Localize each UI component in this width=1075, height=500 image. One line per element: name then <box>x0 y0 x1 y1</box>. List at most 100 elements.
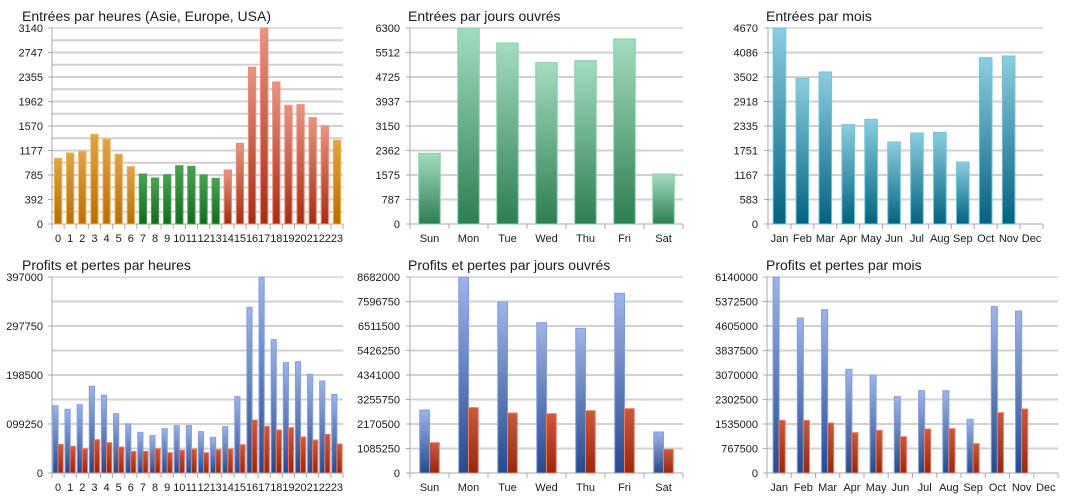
bar-9 <box>163 174 172 225</box>
y-tick-label: 2362 <box>376 146 400 158</box>
bar-profits-jun <box>893 396 901 474</box>
y-tick-label: 198500 <box>6 370 43 382</box>
bar-mar <box>818 71 833 225</box>
bar-profits-13 <box>210 436 217 474</box>
bar-14 <box>223 169 232 225</box>
x-tick-label: 17 <box>258 482 270 494</box>
x-tick-label: Tue <box>498 233 517 245</box>
x-tick-label: Mon <box>458 233 479 245</box>
x-tick-label: Sat <box>655 233 672 245</box>
bar-pertes-fri <box>624 408 635 474</box>
bar-mon <box>457 27 480 225</box>
bar-nov <box>1001 55 1016 225</box>
bar-profits-sun <box>419 409 430 474</box>
bar-13 <box>211 177 220 225</box>
bar-profits-oct <box>990 306 998 474</box>
bar-pertes-oct <box>996 412 1004 474</box>
y-tick-label: 3140 <box>19 23 43 35</box>
bar-pertes-nov <box>1021 408 1029 474</box>
x-tick-label: 13 <box>210 233 222 245</box>
y-tick-label: 1751 <box>734 146 758 158</box>
bar-profits-sep <box>966 418 974 474</box>
bar-profits-wed <box>536 322 547 474</box>
bar-pertes-6 <box>130 450 137 474</box>
x-tick-label: 21 <box>307 482 319 494</box>
y-tick-label: 2302500 <box>715 395 758 407</box>
y-tick-label: 1085250 <box>357 444 400 456</box>
x-tick-label: Oct <box>989 482 1006 494</box>
bar-profits-12 <box>197 431 205 474</box>
bar-pertes-16 <box>251 419 258 474</box>
y-tick-label: 4341000 <box>357 370 400 382</box>
chart-title: Entrées par jours ouvrés <box>408 8 561 24</box>
y-tick-label: 1535000 <box>715 419 758 431</box>
chart-title: Profits et pertes par jours ouvrés <box>408 257 610 273</box>
y-tick-label: 4605000 <box>715 321 758 333</box>
bar-profits-may <box>869 375 877 474</box>
bar-pertes-sat <box>663 448 674 474</box>
x-tick-label: May <box>861 233 882 245</box>
bar-17 <box>260 27 269 225</box>
bar-pertes-13 <box>215 449 222 474</box>
x-tick-label: 3 <box>91 482 97 494</box>
x-tick-label: Dec <box>1036 482 1056 494</box>
bar-profits-14 <box>222 426 229 474</box>
bar-profits-18 <box>270 339 277 474</box>
x-tick-label: 17 <box>258 233 270 245</box>
bar-profits-23 <box>331 393 338 474</box>
x-tick-label: 14 <box>222 233 234 245</box>
bar-pertes-1 <box>69 445 76 474</box>
x-tick-label: Apr <box>840 233 857 245</box>
bar-profits-6 <box>125 423 132 474</box>
bar-profits-19 <box>282 362 289 474</box>
y-tick-label: 2335 <box>734 121 758 133</box>
bar-wed <box>535 62 558 225</box>
y-tick-label: 0 <box>394 219 400 231</box>
x-tick-label: 22 <box>319 233 331 245</box>
bar-pertes-7 <box>142 450 149 474</box>
x-tick-label: 6 <box>128 233 134 245</box>
bar-profits-nov <box>1015 310 1023 474</box>
bar-pertes-feb <box>802 419 810 474</box>
x-tick-label: 5 <box>116 233 122 245</box>
x-tick-label: 14 <box>222 482 234 494</box>
y-tick-label: 7596750 <box>357 297 400 309</box>
y-tick-label: 3070000 <box>715 370 758 382</box>
bar-0 <box>53 157 63 225</box>
x-tick-label: Fri <box>618 482 631 494</box>
bar-pertes-0 <box>57 443 64 474</box>
y-tick-label: 2355 <box>19 72 43 84</box>
x-tick-label: 6 <box>128 482 134 494</box>
x-tick-label: Sat <box>655 482 672 494</box>
bar-pertes-aug <box>948 428 956 474</box>
bar-pertes-jun <box>899 436 907 474</box>
bar-pertes-3 <box>93 439 101 474</box>
bar-19 <box>284 104 293 225</box>
bar-pertes-8 <box>154 448 161 474</box>
bar-profits-2 <box>76 404 83 474</box>
bar-pertes-21 <box>312 439 319 474</box>
y-tick-label: 1167 <box>734 170 758 182</box>
x-tick-label: Jul <box>910 233 924 245</box>
y-tick-label: 2747 <box>19 48 43 60</box>
y-tick-label: 297750 <box>6 321 43 333</box>
x-tick-label: 19 <box>282 482 294 494</box>
x-tick-label: Wed <box>535 233 557 245</box>
bar-5 <box>114 153 123 225</box>
y-tick-label: 0 <box>394 468 400 480</box>
bar-16 <box>247 66 257 225</box>
bar-profits-15 <box>234 396 241 474</box>
y-tick-label: 0 <box>37 219 43 231</box>
bar-18 <box>272 81 281 225</box>
bar-20 <box>296 104 305 225</box>
x-tick-label: 16 <box>246 233 258 245</box>
bar-aug <box>933 131 947 225</box>
x-tick-label: 10 <box>173 482 185 494</box>
bar-may <box>864 118 878 225</box>
x-tick-label: Apr <box>843 482 860 494</box>
x-tick-label: Jun <box>892 482 910 494</box>
bar-profits-16 <box>246 306 253 474</box>
bar-apr <box>841 124 856 225</box>
chart-pl-weekday: Profits et pertes par jours ouvrés 0 1085… <box>357 257 684 494</box>
